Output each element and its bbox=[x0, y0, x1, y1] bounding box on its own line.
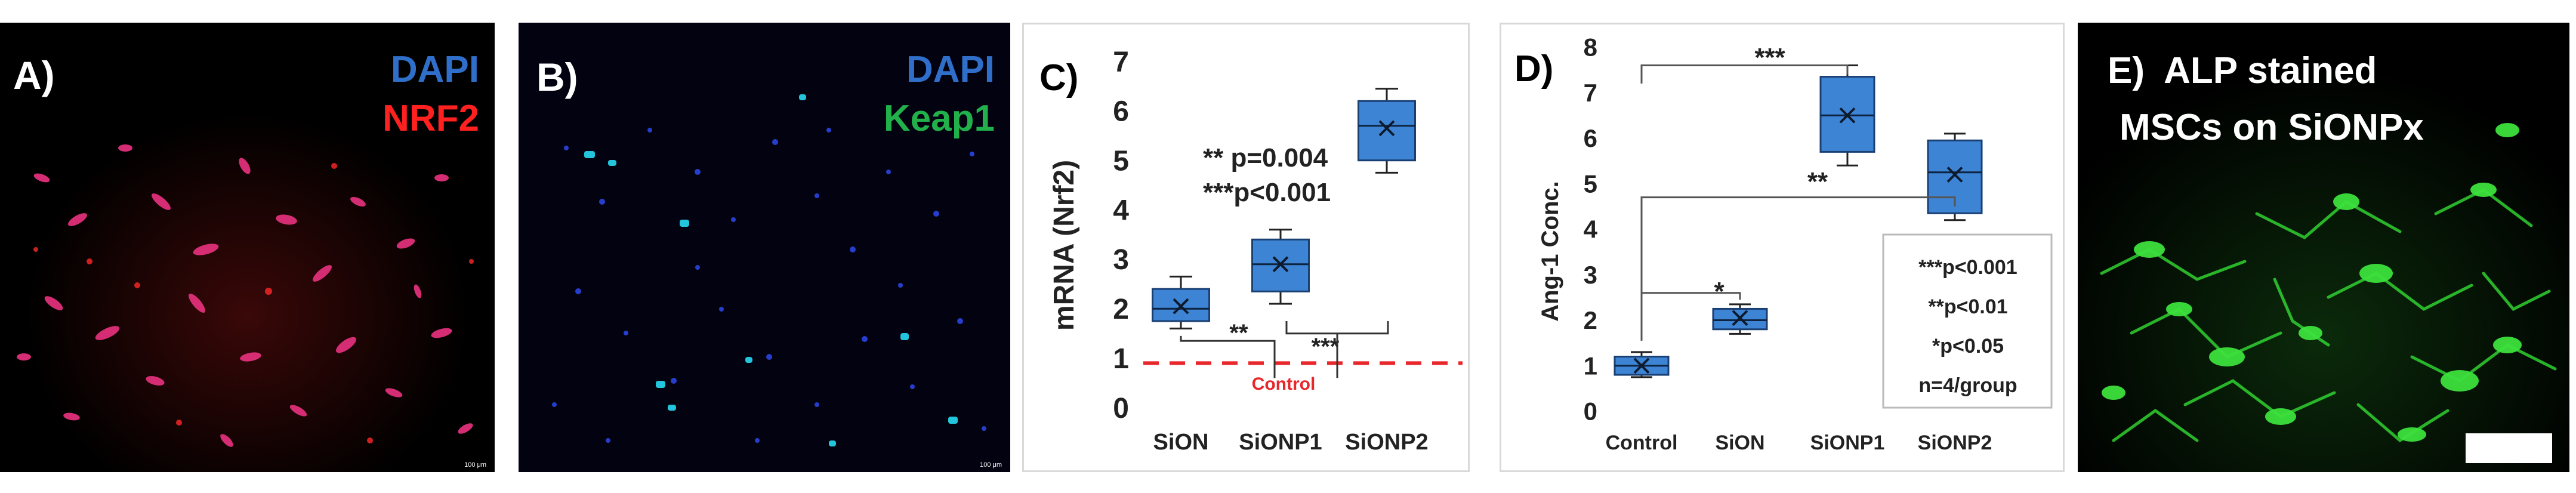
panel-c-label: C) bbox=[1039, 57, 1078, 98]
panel-d-label: D) bbox=[1514, 48, 1553, 90]
panel-c-bracket-mark-2: *** bbox=[1312, 334, 1340, 360]
panel-a-stain-nrf2: NRF2 bbox=[382, 98, 479, 139]
panel-c-ylabel: mRNA (Nrf2) bbox=[1048, 160, 1080, 331]
panel-c-stat-line-1: ** p=0.004 bbox=[1203, 143, 1328, 172]
y-tick-label: 6 bbox=[1113, 96, 1129, 128]
panel-d-chart: D) Ang-1 Conc. *** ** * ***p<0.001 **p<0… bbox=[1500, 23, 2065, 472]
alp-stained-cells-image bbox=[2078, 23, 2569, 472]
y-tick-label: 1 bbox=[1584, 352, 1597, 380]
nrf2-box-plot: C) mRNA (Nrf2) ** p=0.004 ***p<0.001 Con… bbox=[1039, 47, 1463, 455]
panel-c-bracket-mark-1: ** bbox=[1229, 320, 1248, 346]
panel-b-label: B) bbox=[536, 55, 578, 99]
panel-b-stain-dapi: DAPI bbox=[906, 49, 995, 90]
mean-marker bbox=[1173, 298, 1189, 315]
panel-d-bracket-mark-2: ** bbox=[1807, 167, 1828, 196]
significance-bracket bbox=[1640, 292, 1741, 341]
panel-e-micrograph: E) ALP stained MSCs on SiONPx bbox=[2078, 23, 2569, 472]
mean-marker bbox=[1839, 107, 1856, 124]
y-tick-label: 7 bbox=[1113, 47, 1129, 78]
y-tick-label: 5 bbox=[1113, 146, 1129, 177]
nrf2-stained-cells-image bbox=[0, 23, 495, 472]
panel-b-scale-text: 100 μm bbox=[980, 461, 1002, 469]
box-iqr bbox=[1358, 100, 1416, 162]
panel-d-bracket-mark-1: *** bbox=[1754, 43, 1785, 72]
ang1-box-plot: D) Ang-1 Conc. *** ** * ***p<0.001 **p<0… bbox=[1514, 33, 2053, 454]
y-tick-label: 0 bbox=[1584, 398, 1597, 426]
y-tick-label: 0 bbox=[1113, 393, 1129, 424]
x-tick-label: SiON bbox=[1715, 432, 1764, 454]
y-tick-label: 4 bbox=[1584, 215, 1598, 244]
panel-b-stain-keap1: Keap1 bbox=[883, 98, 995, 139]
panel-a-scale-text: 100 μm bbox=[464, 461, 486, 469]
x-tick-label: SiONP2 bbox=[1345, 430, 1428, 455]
y-tick-label: 8 bbox=[1584, 33, 1597, 61]
significance-bracket bbox=[1640, 64, 1849, 84]
panel-d-bracket-mark-3: * bbox=[1714, 277, 1724, 306]
significance-bracket bbox=[1180, 335, 1276, 378]
x-tick-label: Control bbox=[1606, 432, 1678, 454]
panel-c-stat-line-2: ***p<0.001 bbox=[1203, 178, 1331, 207]
mean-marker bbox=[1272, 256, 1289, 273]
panel-d-legend-line-4: n=4/group bbox=[1918, 374, 2017, 397]
y-tick-label: 3 bbox=[1113, 244, 1129, 276]
panel-e-scale-bar bbox=[2466, 433, 2552, 463]
mean-marker bbox=[1946, 167, 1963, 183]
panel-c-control-label: Control bbox=[1252, 374, 1316, 394]
panel-a-micrograph: A) DAPI NRF2 100 μm bbox=[0, 23, 495, 472]
x-tick-label: SiON bbox=[1153, 430, 1209, 455]
x-tick-label: SiONP2 bbox=[1918, 432, 1992, 454]
y-tick-label: 5 bbox=[1584, 170, 1597, 198]
panel-c-chart: C) mRNA (Nrf2) ** p=0.004 ***p<0.001 Con… bbox=[1022, 23, 1470, 472]
significance-bracket bbox=[1285, 321, 1389, 335]
keap1-stained-cells-image bbox=[519, 23, 1010, 472]
panel-d-ylabel: Ang-1 Conc. bbox=[1537, 181, 1563, 322]
y-tick-label: 7 bbox=[1584, 79, 1597, 107]
x-tick-label: SiONP1 bbox=[1239, 430, 1322, 455]
panel-a-stain-dapi: DAPI bbox=[390, 49, 479, 90]
mean-marker bbox=[1378, 120, 1395, 137]
panel-d-legend-line-3: *p<0.05 bbox=[1932, 335, 2004, 358]
y-tick-label: 2 bbox=[1113, 294, 1129, 325]
significance-bracket bbox=[1640, 196, 1956, 334]
panel-b-micrograph: B) DAPI Keap1 100 μm bbox=[519, 23, 1010, 472]
panel-d-legend-line-2: **p<0.01 bbox=[1928, 295, 2007, 318]
y-tick-label: 2 bbox=[1584, 306, 1597, 334]
panel-d-legend-box bbox=[1882, 233, 2053, 409]
panel-d-legend-line-1: ***p<0.001 bbox=[1918, 256, 2017, 279]
y-tick-label: 1 bbox=[1113, 343, 1129, 375]
y-tick-label: 6 bbox=[1584, 124, 1597, 152]
mean-marker bbox=[1633, 358, 1650, 374]
panel-a-label: A) bbox=[13, 53, 55, 97]
panel-e-label-line-2: MSCs on SiONPx bbox=[2120, 107, 2424, 148]
x-tick-label: SiONP1 bbox=[1810, 432, 1885, 454]
panel-e-label-line-1: E) ALP stained bbox=[2108, 50, 2377, 91]
y-tick-label: 4 bbox=[1113, 195, 1129, 226]
mean-marker bbox=[1732, 310, 1748, 326]
y-tick-label: 3 bbox=[1584, 261, 1597, 289]
